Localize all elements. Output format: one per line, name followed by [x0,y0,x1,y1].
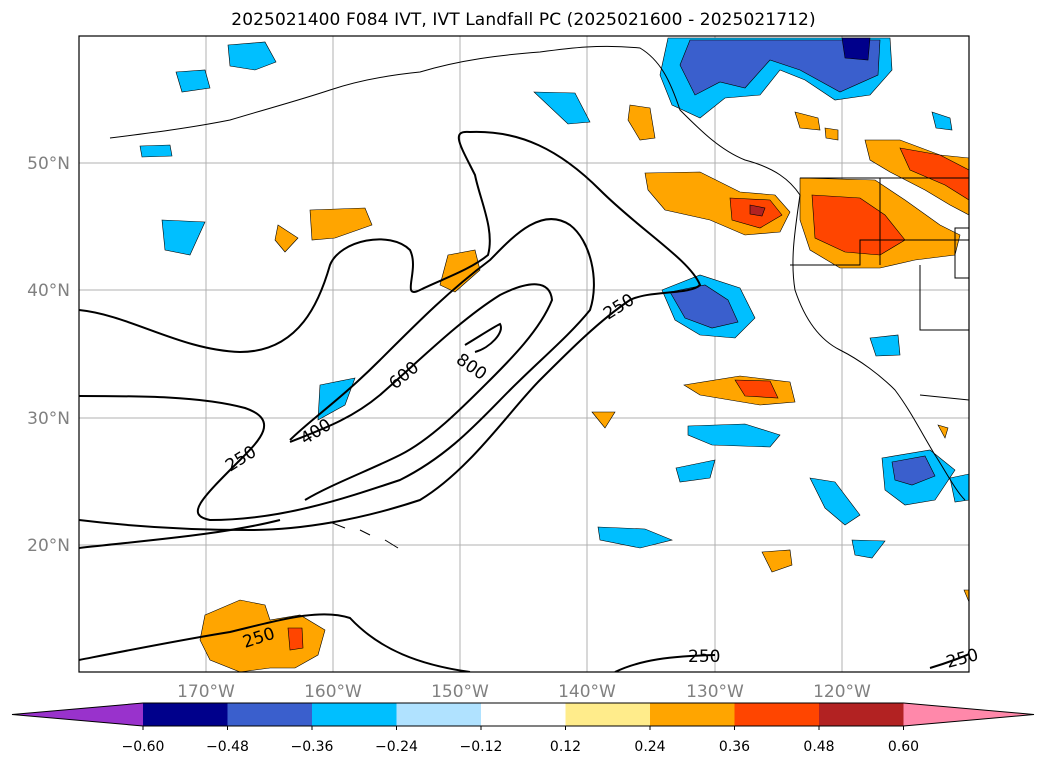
ivt-contours [79,130,969,672]
colorbar-segment [650,703,735,726]
colorbar-tick-label: −0.60 [122,739,165,755]
gridlines [79,36,969,672]
colorbar-segment [819,703,904,726]
contour-label: 250 [944,645,981,673]
lon-label: 140°W [558,682,616,702]
contour-label: 600 [385,358,423,394]
contour-label: 800 [452,350,490,385]
colorbar: −0.60 −0.48 −0.36 −0.24 −0.12 0.12 0.24 0.36 0.4… [11,702,1035,755]
lat-label: 20°N [27,536,70,556]
lon-label: 150°W [431,682,489,702]
lon-label: 130°W [686,682,744,702]
colorbar-segment [227,703,313,726]
colorbar-segment [565,703,651,726]
map-title: 2025021400 F084 IVT, IVT Landfall PC (20… [231,10,816,30]
ivt-fill-regions [139,37,969,672]
colorbar-segment [396,703,482,726]
lon-label: 160°W [304,682,362,702]
colorbar-tick-label: −0.24 [375,739,418,755]
colorbar-tick-label: 0.12 [550,739,581,755]
colorbar-tick-label: −0.12 [460,739,503,755]
coastlines [109,45,969,549]
lat-label: 40°N [27,281,70,301]
lon-label: 120°W [813,682,871,702]
colorbar-segment [312,703,397,726]
lat-labels: 50°N 40°N 30°N 20°N [27,154,70,556]
lat-label: 50°N [27,154,70,174]
colorbar-tick-label: 0.36 [719,739,750,755]
colorbar-segment [734,703,820,726]
colorbar-segment [481,703,566,726]
colorbar-segment [143,703,228,726]
colorbar-extend-low [12,703,143,726]
colorbar-tick-label: 0.24 [634,739,665,755]
colorbar-tick-label: −0.48 [206,739,249,755]
colorbar-extend-high [903,703,1034,726]
lon-labels: 170°W 160°W 150°W 140°W 130°W 120°W [177,682,871,702]
contour-label: 400 [297,415,335,449]
lon-label: 170°W [177,682,235,702]
colorbar-tick-label: 0.48 [803,739,834,755]
colorbar-tick-label: 0.60 [888,739,919,755]
map-layers [79,37,969,672]
colorbar-tick-label: −0.36 [291,739,334,755]
map-frame [78,35,970,673]
contour-label: 250 [688,647,720,667]
lat-label: 30°N [27,409,70,429]
